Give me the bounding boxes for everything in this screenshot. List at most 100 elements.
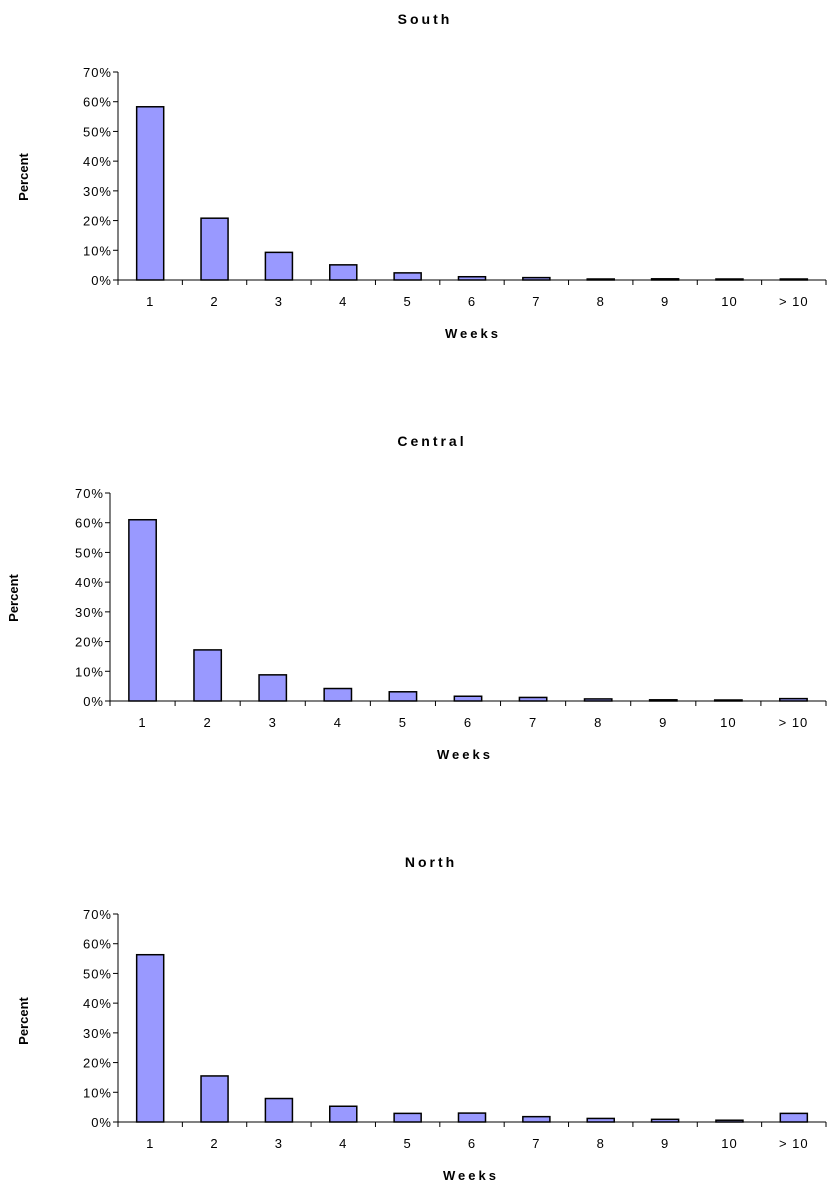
x-tick-label: 3 (275, 1136, 283, 1151)
x-tick-label: 6 (468, 294, 476, 309)
chart-panel-south: South Percent Weeks 0% 10% 20% 30% 40% 50% 60%… (16, 11, 827, 341)
bar (388, 691, 418, 702)
bar (779, 697, 808, 702)
bar (457, 275, 487, 281)
y-tick-label: 20% (75, 635, 104, 650)
x-tick-label: 1 (146, 1136, 154, 1151)
bar (779, 278, 809, 281)
y-tick-label: 40% (83, 996, 112, 1011)
x-tick-label: > 10 (779, 715, 809, 730)
x-tick-label: 4 (339, 294, 347, 309)
bar (264, 1097, 294, 1123)
bar (583, 698, 613, 702)
bar (329, 264, 358, 281)
y-tick-label: 70% (83, 907, 112, 922)
bar (522, 276, 551, 281)
y-tick-label: 40% (75, 575, 104, 590)
bar (135, 106, 165, 281)
y-tick-label: 30% (83, 184, 112, 199)
y-tick-label: 20% (83, 214, 112, 229)
bar (329, 1105, 358, 1123)
y-tick-label: 10% (75, 664, 104, 679)
x-tick-label: 7 (532, 1136, 540, 1151)
bar (393, 1112, 422, 1123)
x-tick-label: > 10 (779, 1136, 809, 1151)
bar (586, 278, 615, 281)
y-tick-label: 50% (83, 124, 112, 139)
x-tick-label: 10 (720, 715, 736, 730)
x-tick-label: 9 (661, 1136, 669, 1151)
bar (457, 1112, 487, 1123)
x-tick-label: 4 (334, 715, 342, 730)
y-tick-label: 60% (83, 937, 112, 952)
chart-title: South (398, 11, 453, 27)
bar (522, 1115, 551, 1123)
y-tick-label: 30% (83, 1026, 112, 1041)
y-tick-label: 40% (83, 154, 112, 169)
x-tick-label: 5 (404, 294, 412, 309)
chart-panel-north: North Percent Weeks 0% 10% 20% 30% 40% 50% 60%… (16, 854, 827, 1183)
x-tick-label: 2 (204, 715, 212, 730)
plot-area: 0% 10% 20% 30% 40% 50% 60% 70% 1 2 3 4 5 6 7 8 9 10 > 10 (83, 907, 827, 1151)
x-tick-label: 3 (275, 294, 283, 309)
chart-title: North (405, 854, 457, 870)
bar (193, 649, 223, 702)
x-tick-label: 8 (594, 715, 602, 730)
x-axis-label: Weeks (437, 747, 493, 762)
y-axis-label: Percent (16, 152, 31, 200)
bar (648, 699, 678, 702)
bar (650, 1118, 680, 1123)
x-axis-label: Weeks (443, 1168, 499, 1183)
x-tick-label: 8 (597, 1136, 605, 1151)
bar (518, 696, 548, 702)
bar (779, 1112, 809, 1123)
bar (258, 674, 288, 702)
y-tick-label: 70% (83, 65, 112, 80)
x-tick-label: 7 (529, 715, 537, 730)
x-tick-label: 5 (404, 1136, 412, 1151)
x-tick-label: 2 (210, 1136, 218, 1151)
x-tick-label: 9 (661, 294, 669, 309)
x-tick-label: > 10 (779, 294, 809, 309)
x-tick-label: 2 (210, 294, 218, 309)
x-tick-label: 6 (468, 1136, 476, 1151)
bar (393, 272, 422, 281)
chart-title: Central (397, 433, 466, 449)
y-tick-label: 20% (83, 1056, 112, 1071)
y-tick-label: 10% (83, 1085, 112, 1100)
y-tick-label: 0% (91, 1115, 112, 1130)
bar (128, 518, 157, 702)
plot-area: 0% 10% 20% 30% 40% 50% 60% 70% 1 2 3 4 5 6 7 8 9 10 > 10 (83, 65, 827, 309)
bar (323, 687, 353, 702)
x-tick-label: 5 (399, 715, 407, 730)
y-tick-label: 50% (83, 966, 112, 981)
y-tick-label: 70% (75, 486, 104, 501)
bar (264, 251, 294, 281)
y-tick-label: 60% (83, 95, 112, 110)
bar (200, 1075, 229, 1123)
chart-panel-central: Central Percent Weeks 0% 10% 20% 30% 40% 50% 6… (6, 433, 827, 762)
y-tick-label: 50% (75, 545, 104, 560)
bar (135, 953, 165, 1123)
bar (200, 217, 229, 281)
x-tick-label: 10 (721, 1136, 737, 1151)
y-tick-label: 10% (83, 243, 112, 258)
x-tick-label: 8 (597, 294, 605, 309)
bar (650, 278, 680, 281)
x-tick-label: 10 (721, 294, 737, 309)
y-axis-label: Percent (16, 996, 31, 1044)
bar (715, 1119, 744, 1123)
x-tick-label: 7 (532, 294, 540, 309)
x-tick-label: 4 (339, 1136, 347, 1151)
y-axis-label: Percent (6, 573, 21, 621)
x-tick-label: 6 (464, 715, 472, 730)
x-tick-label: 1 (146, 294, 154, 309)
bar (586, 1117, 615, 1123)
x-tick-label: 9 (659, 715, 667, 730)
y-tick-label: 0% (83, 694, 104, 709)
y-tick-label: 60% (75, 516, 104, 531)
y-tick-label: 0% (91, 273, 112, 288)
x-axis-label: Weeks (445, 326, 501, 341)
x-tick-label: 1 (138, 715, 146, 730)
